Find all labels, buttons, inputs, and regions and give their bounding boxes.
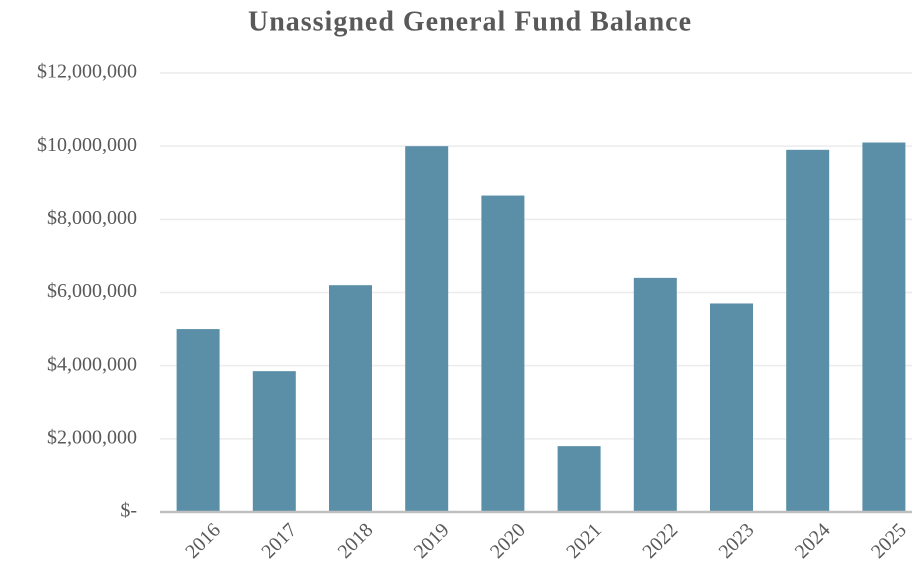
y-tick-label: $12,000,000 <box>37 61 137 83</box>
x-tick-label: 2024 <box>791 519 835 563</box>
y-tick-label: $4,000,000 <box>47 353 137 375</box>
y-tick-label: $8,000,000 <box>47 207 137 229</box>
x-tick-label: 2017 <box>257 519 301 563</box>
bar <box>405 146 449 512</box>
bar <box>176 329 220 512</box>
x-tick-label: 2023 <box>715 519 759 563</box>
bar <box>557 446 601 512</box>
y-tick-label: $- <box>120 500 137 522</box>
chart-title: Unassigned General Fund Balance <box>248 6 692 37</box>
y-tick-label: $6,000,000 <box>47 280 137 302</box>
bar <box>710 303 753 512</box>
x-tick-label: 2018 <box>334 519 378 563</box>
bar <box>481 195 525 512</box>
x-tick-label: 2025 <box>867 519 911 563</box>
bar <box>633 277 677 512</box>
x-tick-label: 2016 <box>181 519 225 563</box>
bar <box>862 142 906 512</box>
bar <box>786 149 830 512</box>
x-tick-label: 2020 <box>486 519 530 563</box>
x-tick-label: 2022 <box>638 519 682 563</box>
y-tick-label: $2,000,000 <box>47 426 137 448</box>
bar <box>329 285 372 512</box>
x-tick-label: 2019 <box>410 519 454 563</box>
bar <box>252 371 296 512</box>
y-tick-label: $10,000,000 <box>37 134 137 156</box>
x-tick-label: 2021 <box>562 519 606 563</box>
